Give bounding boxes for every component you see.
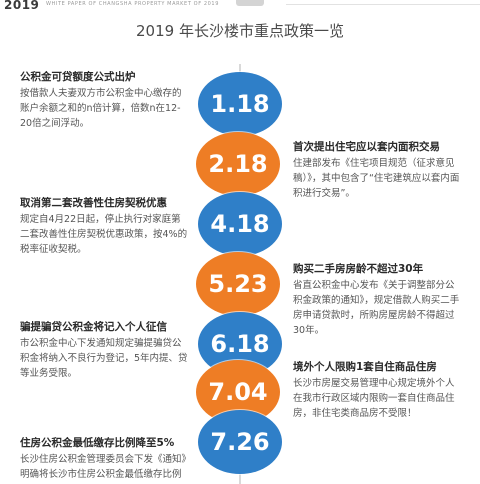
item-body: 住建部发布《住宅项目规范（征求意见稿）》，其中包含了“住宅建筑应以套内面积进行交…: [293, 158, 460, 199]
item-title: 购买二手房房龄不超过30年: [293, 263, 424, 275]
item-text: 骗提骗贷公积金将记入个人征信市公积金中心下发通知规定骗提骗贷公积金将纳入不良行为…: [20, 320, 188, 381]
header-caption: WHITE PAPER OF CHANGSHA PROPERTY MARKET …: [46, 1, 219, 7]
item-body: 长沙市房屋交易管理中心规定境外个人在我市行政区域内限购一套自住商品住房，非住宅类…: [293, 378, 455, 419]
item-title: 住房公积金最低缴存比例降至5%: [20, 437, 175, 449]
item-body: 规定自4月22日起，停止执行对家庭第二套改善性住房契税优惠政策，按4%的税率征收…: [20, 214, 188, 255]
header-rule: [286, 4, 480, 5]
date-bubble: 1.18: [198, 72, 282, 136]
item-text: 购买二手房房龄不超过30年省直公积金中心发布《关于调整部分公积金政策的通知》，规…: [293, 262, 461, 338]
item-title: 取消第二套改善性住房契税优惠: [20, 197, 167, 209]
item-body: 按借款人夫妻双方市公积金中心缴存的账户余额之和的n倍计算，倍数n在12-20倍之…: [20, 88, 182, 129]
item-title: 首次提出住宅应以套内面积交易: [293, 141, 440, 153]
item-title: 境外个人限购1套自住商品住房: [293, 361, 437, 373]
item-title: 公积金可贷额度公式出炉: [20, 71, 136, 83]
page-title: 2019 年长沙楼市重点政策一览: [136, 22, 344, 40]
item-text: 公积金可贷额度公式出炉按借款人夫妻双方市公积金中心缴存的账户余额之和的n倍计算，…: [20, 70, 188, 131]
date-bubble: 5.23: [196, 252, 280, 316]
date-bubble: 7.26: [198, 410, 282, 474]
header-strip: 2019 WHITE PAPER OF CHANGSHA PROPERTY MA…: [0, 0, 480, 12]
year-mark: 2019: [4, 0, 40, 12]
item-text: 首次提出住宅应以套内面积交易住建部发布《住宅项目规范（征求意见稿）》，其中包含了…: [293, 140, 461, 201]
date-bubble: 2.18: [196, 132, 280, 196]
date-bubble: 4.18: [198, 192, 282, 256]
item-body: 省直公积金中心发布《关于调整部分公积金政策的通知》，规定借款人购买二手房申请贷款…: [293, 280, 460, 336]
item-text: 住房公积金最低缴存比例降至5% 长沙住房公积金管理委员会下发《通知》明确将长沙市住…: [20, 436, 188, 482]
item-body: 长沙住房公积金管理委员会下发《通知》明确将长沙市住房公积金最低缴存比例: [20, 454, 187, 480]
header-tab: [236, 0, 264, 6]
item-text: 境外个人限购1套自住商品住房长沙市房屋交易管理中心规定境外个人在我市行政区域内限…: [293, 360, 461, 421]
item-text: 取消第二套改善性住房契税优惠规定自4月22日起，停止执行对家庭第二套改善性住房契…: [20, 196, 188, 257]
item-title: 骗提骗贷公积金将记入个人征信: [20, 321, 167, 333]
item-body: 市公积金中心下发通知规定骗提骗贷公积金将纳入不良行为登记，5年内提、贷等业务受限…: [20, 338, 188, 379]
